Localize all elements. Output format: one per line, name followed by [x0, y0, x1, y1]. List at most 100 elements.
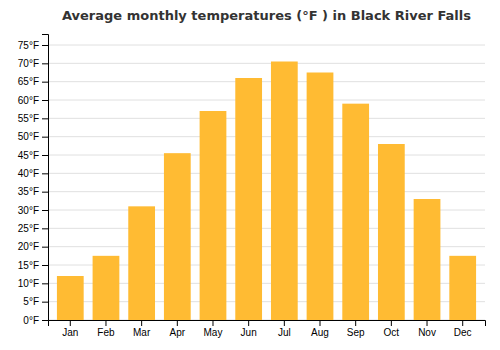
x-tick-mark	[320, 320, 321, 326]
x-tick: Apr	[170, 320, 186, 338]
bar	[128, 206, 155, 320]
y-tick-label: 30°F	[18, 205, 39, 216]
x-tick-label: Dec	[454, 327, 472, 338]
grid-line	[48, 155, 485, 156]
x-tick-mark	[355, 320, 356, 326]
x-tick-mark	[212, 320, 213, 326]
x-tick: May	[204, 320, 223, 338]
grid-line	[48, 191, 485, 192]
y-tick-mark	[42, 63, 48, 64]
y-tick: 50°F	[18, 131, 48, 142]
y-tick-mark	[42, 192, 48, 193]
grid-line	[48, 136, 485, 137]
grid-line	[48, 173, 485, 174]
y-tick-mark	[42, 137, 48, 138]
y-tick: 70°F	[18, 58, 48, 69]
x-tick: Nov	[418, 320, 436, 338]
x-tick: Jan	[62, 320, 78, 338]
y-tick-label: 60°F	[18, 95, 39, 106]
x-tick: Feb	[97, 320, 115, 338]
y-tick-label: 35°F	[18, 186, 39, 197]
bar	[307, 73, 334, 321]
y-tick-label: 40°F	[18, 168, 39, 179]
bar	[414, 199, 441, 320]
y-tick: 40°F	[18, 168, 48, 179]
bar	[449, 256, 476, 320]
x-tick-mark	[284, 320, 285, 326]
y-tick-mark	[42, 283, 48, 284]
y-tick-mark	[42, 155, 48, 156]
y-tick-label: 55°F	[18, 113, 39, 124]
x-tick-label: Oct	[384, 327, 400, 338]
y-tick-mark	[42, 100, 48, 101]
x-tick: Jun	[241, 320, 257, 338]
x-tick: Oct	[384, 320, 400, 338]
y-tick-label: 25°F	[18, 223, 39, 234]
y-tick: 30°F	[18, 205, 48, 216]
y-tick-mark	[42, 45, 48, 46]
y-tick-label: 65°F	[18, 76, 39, 87]
y-tick: 60°F	[18, 95, 48, 106]
grid-line	[48, 118, 485, 119]
grid-line	[48, 81, 485, 82]
y-tick-label: 50°F	[18, 131, 39, 142]
y-tick-mark	[42, 302, 48, 303]
bars	[57, 62, 476, 321]
x-tick-mark	[427, 320, 428, 326]
y-tick: 35°F	[18, 186, 48, 197]
y-tick: 75°F	[18, 40, 48, 51]
y-tick-label: 20°F	[18, 241, 39, 252]
y-tick: 5°F	[23, 296, 48, 307]
x-axis: Jan Feb Mar Apr May Jun Jul Aug Sep Oct Nov Dec	[49, 320, 486, 338]
bar	[164, 153, 191, 320]
x-tick-label: Apr	[170, 327, 186, 338]
bar	[342, 104, 369, 320]
chart: Jan Feb Mar Apr May Jun Jul Aug Sep Oct Nov Dec 0°F 5…	[0, 0, 500, 350]
x-tick-mark	[141, 320, 142, 326]
y-tick-mark	[42, 247, 48, 248]
axis-line	[42, 35, 49, 321]
x-tick-mark	[177, 320, 178, 326]
y-tick-mark	[42, 320, 48, 321]
y-tick: 15°F	[18, 260, 48, 271]
x-tick-label: Jul	[278, 327, 291, 338]
x-tick-label: Nov	[418, 327, 436, 338]
y-tick: 20°F	[18, 241, 48, 252]
bar	[271, 62, 298, 321]
y-axis: 0°F5°F10°F15°F20°F25°F30°F35°F40°F45°F50…	[18, 35, 49, 326]
x-tick-mark	[248, 320, 249, 326]
y-tick-mark	[42, 228, 48, 229]
x-tick: Jul	[278, 320, 291, 338]
title: Average monthly temperatures (°F ) in Bl…	[62, 8, 471, 23]
y-tick: 0°F	[23, 315, 48, 326]
x-tick: Dec	[454, 320, 472, 338]
x-tick-mark	[105, 320, 106, 326]
y-tick-label: 10°F	[18, 278, 39, 289]
y-tick-mark	[42, 265, 48, 266]
x-tick-label: Aug	[311, 327, 329, 338]
x-tick: Aug	[311, 320, 329, 338]
y-tick-label: 5°F	[23, 296, 39, 307]
grid-line	[48, 45, 485, 46]
grid-line	[48, 63, 485, 64]
bar	[200, 111, 227, 320]
bar	[235, 78, 262, 320]
bar	[57, 276, 84, 320]
y-tick: 10°F	[18, 278, 48, 289]
x-tick: Mar	[133, 320, 151, 338]
plot: Jan Feb Mar Apr May Jun Jul Aug Sep Oct Nov Dec 0°F 5…	[18, 35, 486, 339]
x-tick-mark	[70, 320, 71, 326]
axis-line	[49, 321, 486, 327]
bar	[93, 256, 120, 320]
y-tick-label: 70°F	[18, 58, 39, 69]
x-tick-mark	[391, 320, 392, 326]
x-tick-label: Mar	[133, 327, 151, 338]
bar	[378, 144, 405, 320]
x-tick: Sep	[347, 320, 365, 338]
grid	[48, 45, 485, 320]
y-tick: 55°F	[18, 113, 48, 124]
y-tick-mark	[42, 210, 48, 211]
x-tick-label: Sep	[347, 327, 365, 338]
y-tick: 25°F	[18, 223, 48, 234]
x-tick-mark	[462, 320, 463, 326]
